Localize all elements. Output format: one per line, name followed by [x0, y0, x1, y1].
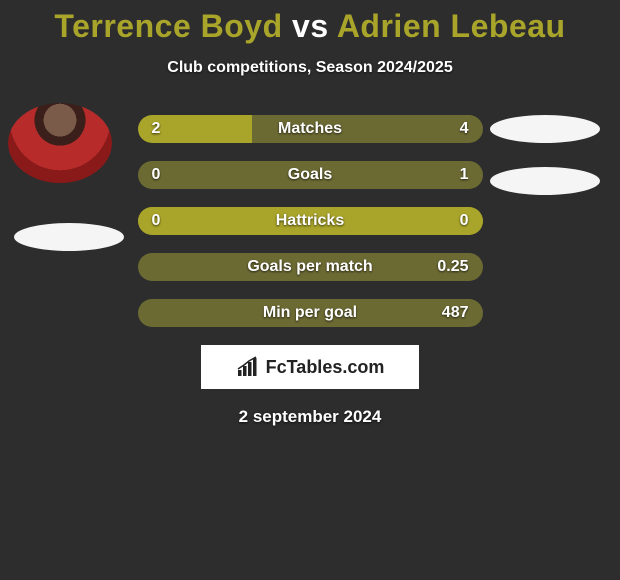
subtitle: Club competitions, Season 2024/2025	[0, 59, 620, 77]
bar-chart-icon	[236, 356, 262, 378]
player2-avatar-placeholder	[490, 115, 600, 143]
stat-bars: 2Matches40Goals10Hattricks0Goals per mat…	[138, 115, 483, 327]
brand-badge[interactable]: FcTables.com	[201, 345, 419, 389]
comparison-card: Terrence Boyd vs Adrien Lebeau Club comp…	[0, 0, 620, 427]
player2-name: Adrien Lebeau	[337, 8, 566, 44]
stats-area: 2Matches40Goals10Hattricks0Goals per mat…	[0, 115, 620, 427]
player1-avatar-block	[8, 103, 112, 183]
stat-value-right: 4	[460, 115, 469, 143]
stat-value-right: 487	[442, 299, 469, 327]
stat-row: 0Hattricks0	[138, 207, 483, 235]
stat-label: Goals per match	[138, 253, 483, 281]
stat-row: Goals per match0.25	[138, 253, 483, 281]
date-label: 2 september 2024	[0, 407, 620, 427]
player1-name: Terrence Boyd	[54, 8, 282, 44]
avatar-image-placeholder	[8, 103, 112, 183]
player1-club-badge	[14, 223, 124, 251]
vs-label: vs	[292, 8, 329, 44]
stat-label: Goals	[138, 161, 483, 189]
player2-club-badge	[490, 167, 600, 195]
stat-value-right: 1	[460, 161, 469, 189]
stat-label: Hattricks	[138, 207, 483, 235]
stat-label: Min per goal	[138, 299, 483, 327]
stat-row: 2Matches4	[138, 115, 483, 143]
page-title: Terrence Boyd vs Adrien Lebeau	[0, 8, 620, 45]
stat-label: Matches	[138, 115, 483, 143]
brand-text: FcTables.com	[266, 357, 385, 378]
stat-row: Min per goal487	[138, 299, 483, 327]
stat-row: 0Goals1	[138, 161, 483, 189]
player1-avatar	[8, 103, 112, 183]
stat-value-right: 0	[460, 207, 469, 235]
stat-value-right: 0.25	[437, 253, 468, 281]
